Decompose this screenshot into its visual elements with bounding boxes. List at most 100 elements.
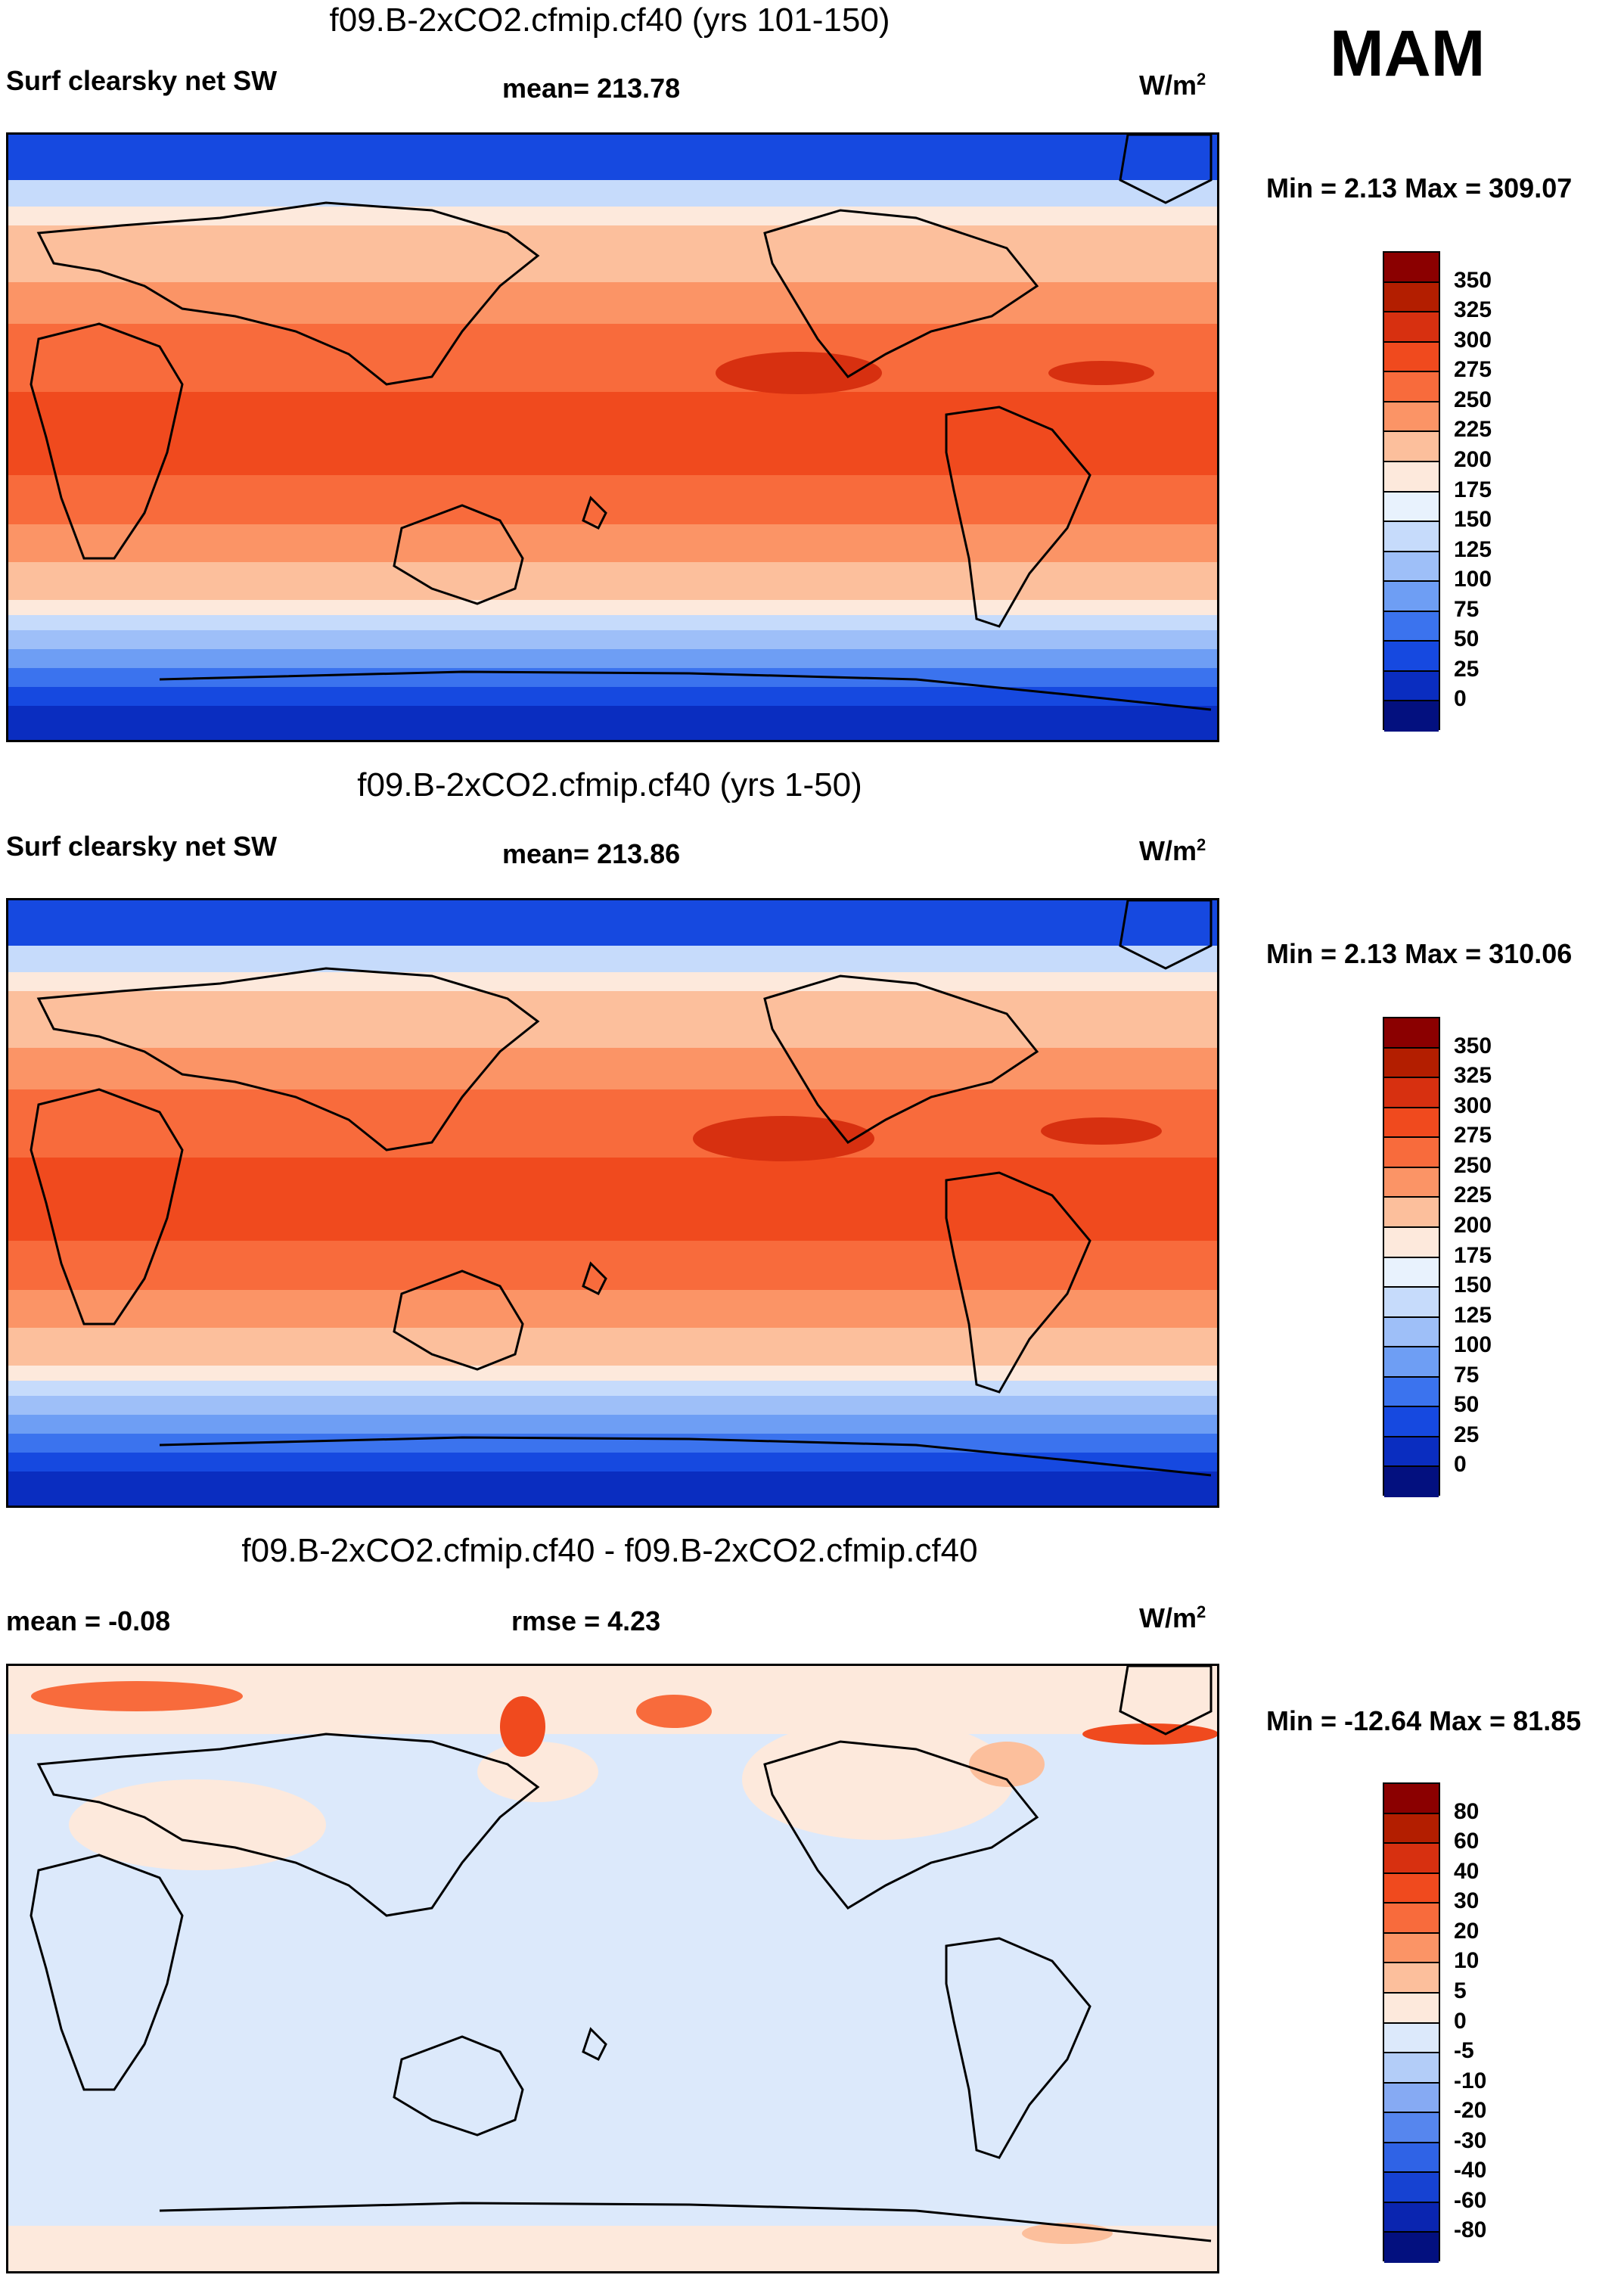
colorbar-tick-label: 250 bbox=[1454, 387, 1492, 412]
panel-3-rmse: rmse = 4.23 bbox=[511, 1605, 661, 1636]
panel-1-map bbox=[6, 132, 1219, 742]
colorbar-box bbox=[1384, 671, 1439, 702]
colorbar-tick-label: 0 bbox=[1454, 2008, 1467, 2034]
colorbar-box bbox=[1384, 1377, 1439, 1408]
colorbar-tick-label: 150 bbox=[1454, 1273, 1492, 1298]
colorbar-tick-label: 150 bbox=[1454, 507, 1492, 533]
colorbar-tick-label: 5 bbox=[1454, 1978, 1467, 2003]
colorbar-tick-label: 300 bbox=[1454, 1092, 1492, 1118]
colorbar-box bbox=[1384, 2202, 1439, 2233]
colorbar-tick-label: -5 bbox=[1454, 2038, 1474, 2064]
colorbar-box bbox=[1384, 1198, 1439, 1228]
colorbar-box bbox=[1384, 2053, 1439, 2084]
colorbar-box bbox=[1384, 1347, 1439, 1378]
colorbar-box bbox=[1384, 2173, 1439, 2203]
panel-3-title: f09.B-2xCO2.cfmip.cf40 - f09.B-2xCO2.cfm… bbox=[241, 1532, 978, 1569]
colorbar-box bbox=[1384, 1904, 1439, 1934]
panel-2-title: f09.B-2xCO2.cfmip.cf40 (yrs 1-50) bbox=[357, 766, 862, 803]
panel-1-units: W/m2 bbox=[1139, 70, 1206, 101]
panel-3-units: W/m2 bbox=[1139, 1602, 1206, 1633]
colorbar-box bbox=[1384, 2083, 1439, 2114]
colorbar-box bbox=[1384, 1288, 1439, 1318]
colorbar-box bbox=[1384, 1437, 1439, 1468]
colorbar-box bbox=[1384, 1227, 1439, 1258]
panel-1-colorbar bbox=[1383, 251, 1440, 732]
panel-3-mean: mean = -0.08 bbox=[6, 1605, 171, 1636]
colorbar-box bbox=[1384, 522, 1439, 552]
colorbar-box bbox=[1384, 1784, 1439, 1814]
colorbar-box bbox=[1384, 1844, 1439, 1874]
colorbar-box bbox=[1384, 1078, 1439, 1108]
colorbar-box bbox=[1384, 611, 1439, 642]
colorbar-tick-label: 175 bbox=[1454, 1242, 1492, 1268]
colorbar-box bbox=[1384, 492, 1439, 523]
colorbar-tick-label: 175 bbox=[1454, 477, 1492, 502]
colorbar-box bbox=[1384, 312, 1439, 343]
colorbar-tick-label: -30 bbox=[1454, 2127, 1487, 2153]
colorbar-tick-label: 40 bbox=[1454, 1858, 1480, 1884]
colorbar-tick-label: 275 bbox=[1454, 357, 1492, 383]
colorbar-tick-label: 20 bbox=[1454, 1918, 1480, 1944]
colorbar-tick-label: 0 bbox=[1454, 1452, 1467, 1478]
colorbar-tick-label: 350 bbox=[1454, 267, 1492, 293]
colorbar-tick-label: 10 bbox=[1454, 1948, 1480, 1974]
colorbar-box bbox=[1384, 642, 1439, 672]
colorbar-tick-label: 80 bbox=[1454, 1798, 1480, 1824]
colorbar-box bbox=[1384, 342, 1439, 373]
colorbar-box bbox=[1384, 552, 1439, 583]
colorbar-tick-label: 25 bbox=[1454, 1422, 1480, 1447]
colorbar-box bbox=[1384, 432, 1439, 462]
colorbar-tick-label: 0 bbox=[1454, 686, 1467, 712]
panel-3-colorbar bbox=[1383, 1782, 1440, 2263]
panel-1-variable-label: Surf clearsky net SW bbox=[6, 65, 278, 96]
colorbar-tick-label: 250 bbox=[1454, 1152, 1492, 1178]
panel-1-title: f09.B-2xCO2.cfmip.cf40 (yrs 101-150) bbox=[329, 2, 890, 39]
colorbar-tick-label: 125 bbox=[1454, 1302, 1492, 1328]
colorbar-box bbox=[1384, 1933, 1439, 1964]
colorbar-tick-label: -60 bbox=[1454, 2187, 1487, 2213]
colorbar-box bbox=[1384, 1993, 1439, 2024]
colorbar-tick-label: 275 bbox=[1454, 1123, 1492, 1148]
panel-2-units: W/m2 bbox=[1139, 835, 1206, 866]
colorbar-box bbox=[1384, 1467, 1439, 1497]
season-label: MAM bbox=[1330, 17, 1486, 90]
colorbar-tick-label: 225 bbox=[1454, 417, 1492, 443]
colorbar-box bbox=[1384, 282, 1439, 313]
panel-2-mean: mean= 213.86 bbox=[502, 838, 681, 869]
colorbar-tick-label: 75 bbox=[1454, 596, 1480, 622]
colorbar-box bbox=[1384, 372, 1439, 402]
panel-3-minmax: Min = -12.64 Max = 81.85 bbox=[1266, 1705, 1582, 1736]
panel-1-mean: mean= 213.78 bbox=[502, 73, 681, 104]
panel-1-minmax: Min = 2.13 Max = 309.07 bbox=[1266, 172, 1573, 204]
colorbar-box bbox=[1384, 1963, 1439, 1994]
colorbar-tick-label: 300 bbox=[1454, 327, 1492, 353]
colorbar-box bbox=[1384, 1317, 1439, 1348]
panel-2-map bbox=[6, 898, 1219, 1508]
colorbar-tick-label: -20 bbox=[1454, 2098, 1487, 2124]
colorbar-tick-label: 50 bbox=[1454, 626, 1480, 652]
colorbar-box bbox=[1384, 1167, 1439, 1198]
colorbar-box bbox=[1384, 1138, 1439, 1168]
colorbar-tick-label: -80 bbox=[1454, 2217, 1487, 2243]
colorbar-box bbox=[1384, 582, 1439, 612]
colorbar-box bbox=[1384, 2143, 1439, 2174]
colorbar-box bbox=[1384, 701, 1439, 732]
colorbar-tick-label: -40 bbox=[1454, 2158, 1487, 2183]
colorbar-tick-label: 30 bbox=[1454, 1888, 1480, 1914]
colorbar-tick-label: 75 bbox=[1454, 1362, 1480, 1388]
colorbar-tick-label: 225 bbox=[1454, 1183, 1492, 1208]
panel-2-colorbar bbox=[1383, 1017, 1440, 1497]
colorbar-box bbox=[1384, 2023, 1439, 2054]
panel-2-variable-label: Surf clearsky net SW bbox=[6, 831, 278, 862]
colorbar-tick-label: 50 bbox=[1454, 1392, 1480, 1418]
colorbar-tick-label: 325 bbox=[1454, 297, 1492, 323]
colorbar-tick-label: 100 bbox=[1454, 567, 1492, 592]
colorbar-tick-label: 60 bbox=[1454, 1829, 1480, 1854]
colorbar-box bbox=[1384, 2113, 1439, 2143]
colorbar-tick-label: 350 bbox=[1454, 1033, 1492, 1058]
colorbar-tick-label: 125 bbox=[1454, 536, 1492, 562]
colorbar-box bbox=[1384, 253, 1439, 283]
colorbar-box bbox=[1384, 1018, 1439, 1049]
colorbar-tick-label: 325 bbox=[1454, 1063, 1492, 1089]
colorbar-box bbox=[1384, 1048, 1439, 1079]
